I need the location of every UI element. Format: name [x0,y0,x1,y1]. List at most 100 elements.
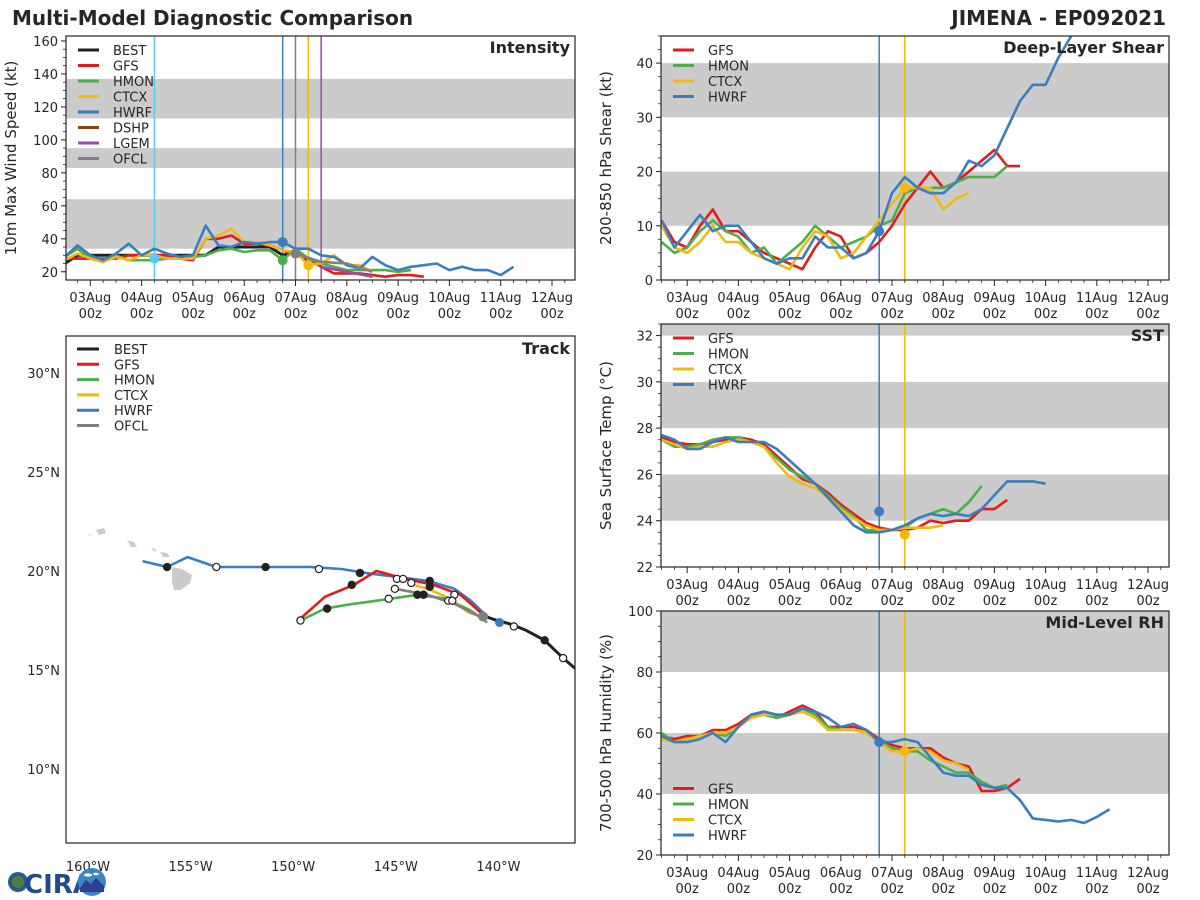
x-tick-label-hour: 00z [79,307,103,322]
legend-label: HMON [708,60,749,75]
x-tick-label-day: 07Aug [871,866,913,881]
x-tick-label-hour: 00z [778,882,802,897]
legend-label: GFS [708,783,734,798]
x-tick-label-hour: 00z [727,307,751,322]
y-tick-label: 80 [41,167,58,182]
legend-label: GFS [708,332,734,347]
map-area [88,528,575,671]
y-tick-label: 20 [636,849,653,864]
rh-panel: 2040608010003Aug00z04Aug00z05Aug00z06Aug… [597,605,1170,897]
x-tick-label-day: 05Aug [172,291,214,306]
init-marker [277,255,288,266]
series-line-gfs [661,148,1020,271]
x-tick-label-hour: 00z [1085,307,1109,322]
legend-label: DSHP [113,122,149,137]
y-tick-label: 24 [636,515,653,530]
x-tick-label-day: 04Aug [717,578,759,593]
x-tick-label-hour: 00z [233,307,257,322]
y-axis-label: Sea Surface Temp (°C) [597,361,615,530]
y-tick-label: 30 [636,376,653,391]
series-line-lgem [320,265,373,278]
x-tick-label-hour: 00z [778,594,802,609]
y-tick-label: 80 [636,666,653,681]
x-tick-label-day: 10Aug [1025,578,1067,593]
axes-frame [660,323,1170,568]
x-tick-label-day: 09Aug [377,291,419,306]
x-tick-label-day: 11Aug [1076,578,1118,593]
x-tick-label-day: 05Aug [769,578,811,593]
x-tick-label-hour: 00z [540,307,564,322]
init-marker [899,182,910,193]
x-tick-label-hour: 00z [1034,594,1058,609]
axes-frame [65,35,576,281]
x-tick-label-hour: 00z [932,307,956,322]
y-tick-label: 10 [636,220,653,235]
x-tick-label-hour: 00z [1034,307,1058,322]
x-tick-label-hour: 00z [880,307,904,322]
y-tick-label: 100 [33,134,58,149]
x-tick-label-day: 04Aug [717,291,759,306]
x-tick-label-hour: 00z [676,594,700,609]
y-tick-label: 20 [41,266,58,281]
series-line-hwrf [66,224,515,277]
track-point-filled [425,582,434,592]
x-tick-label-day: 12Aug [531,291,573,306]
x-tick-label-day: 10Aug [428,291,470,306]
lat-tick-label: 20°N [27,565,60,580]
x-tick-label-day: 09Aug [973,578,1015,593]
land-hawaii [160,552,170,557]
x-tick-label-day: 04Aug [717,866,759,881]
x-tick-label-hour: 00z [1136,882,1160,897]
plot-area [661,611,1169,855]
track-line-hwrf [142,555,501,624]
x-tick-label-day: 07Aug [871,291,913,306]
track-point-filled [261,562,270,572]
init-marker [899,746,910,757]
x-tick-label-day: 06Aug [223,291,265,306]
legend-label: GFS [113,60,139,75]
x-tick-label-day: 09Aug [973,866,1015,881]
x-tick-label-hour: 00z [983,882,1007,897]
track-point-open [314,564,324,574]
threshold-band [661,733,1169,794]
x-tick-label-hour: 00z [676,307,700,322]
land-hawaii [96,528,106,535]
y-axis-label: 200-850 hPa Shear (kt) [597,71,615,245]
y-tick-label: 120 [33,101,58,116]
y-tick-label: 40 [41,233,58,248]
x-tick-label-hour: 00z [727,594,751,609]
x-tick-label-day: 12Aug [1127,578,1169,593]
threshold-band [661,474,1169,521]
lat-tick-label: 10°N [27,763,60,778]
legend-label: HMON [708,348,749,363]
x-tick-label-day: 03Aug [69,291,111,306]
legend-label: HMON [114,374,155,389]
x-tick-label-hour: 00z [880,594,904,609]
track-point-filled [419,590,428,599]
legend-label: HWRF [113,106,152,121]
lon-tick-label: 140°W [476,860,520,875]
track-point-filled [540,636,549,645]
init-marker [303,260,314,271]
x-tick-label-day: 10Aug [1025,866,1067,881]
legend-label: CTCX [708,75,742,90]
x-tick-label-day: 03Aug [666,291,708,306]
x-tick-label-hour: 00z [829,882,853,897]
plot-area [66,36,575,280]
x-tick-label-hour: 00z [1085,882,1109,897]
x-tick-label-hour: 00z [880,882,904,897]
x-tick-label-day: 07Aug [275,291,317,306]
x-tick-label-hour: 00z [1136,307,1160,322]
track-point-filled [162,562,172,572]
x-tick-label-hour: 00z [983,594,1007,609]
threshold-band [661,63,1169,118]
cira-logo-icon: CIRA [8,868,106,898]
x-tick-label-hour: 00z [932,882,956,897]
legend-label: CTCX [708,363,742,378]
init-marker [874,737,885,748]
legend-label: HWRF [708,379,747,394]
x-tick-label-hour: 00z [676,882,700,897]
threshold-band [661,611,1169,672]
panel-title: Track [522,339,570,358]
y-tick-label: 40 [636,788,653,803]
